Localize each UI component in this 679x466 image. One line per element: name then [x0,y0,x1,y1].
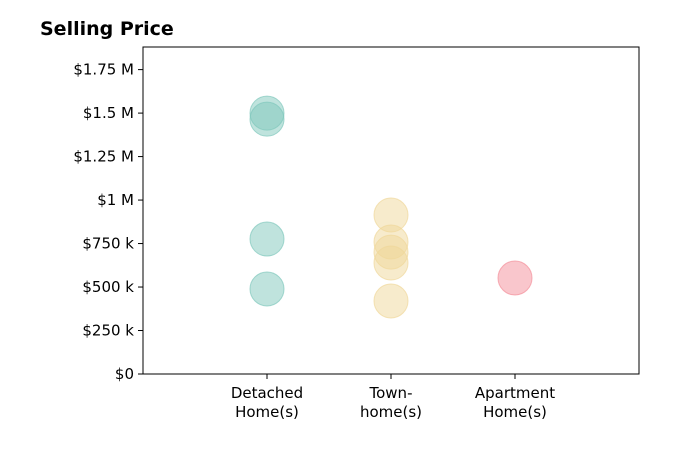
x-tick-label: Apartment Home(s) [475,384,555,421]
y-tick-label: $500 k [82,278,134,296]
x-tick-label: Town-home(s) [360,384,422,421]
y-tick-label: $1.25 M [73,148,134,166]
point [249,101,285,137]
point [249,221,285,257]
chart-title: Selling Price [40,18,174,40]
point [497,260,533,296]
point [373,283,409,319]
y-tick-label: $750 k [82,235,134,253]
y-tick-label: $0 [115,365,134,383]
point [249,271,285,307]
y-tick-label: $250 k [82,322,134,340]
y-tick-label: $1.75 M [73,61,134,79]
y-tick-label: $1 M [97,191,134,209]
x-tick-label: Detached Home(s) [231,384,303,421]
point [373,245,409,281]
y-tick-label: $1.5 M [83,104,134,122]
